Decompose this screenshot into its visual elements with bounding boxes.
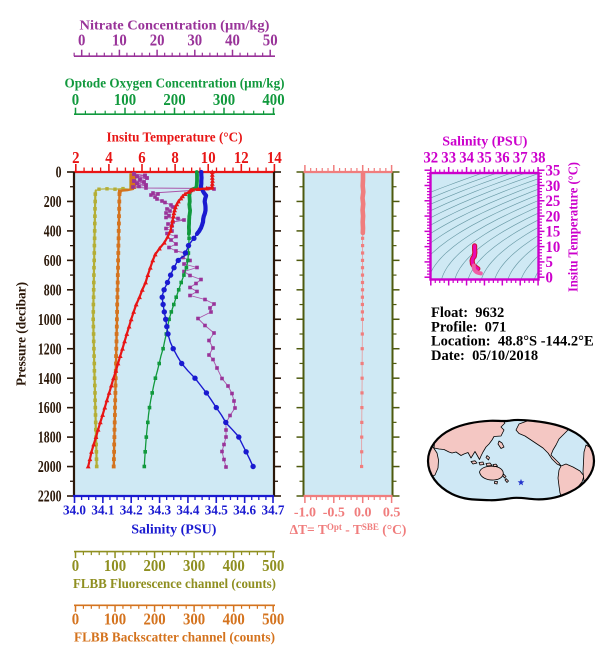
svg-text:Optode Oxygen Concentration (µ: Optode Oxygen Concentration (µm/kg) — [65, 77, 285, 92]
svg-text:34.7: 34.7 — [262, 504, 285, 519]
svg-text:400: 400 — [223, 556, 245, 575]
svg-text:34.6: 34.6 — [233, 504, 256, 519]
svg-text:1000: 1000 — [38, 310, 62, 329]
svg-text:FLBB Backscatter channel (coun: FLBB Backscatter channel (counts) — [74, 631, 275, 646]
svg-text:8: 8 — [171, 148, 178, 167]
svg-text:Pressure (decibar): Pressure (decibar) — [15, 282, 30, 386]
svg-text:33: 33 — [441, 150, 456, 167]
svg-text:100: 100 — [104, 609, 126, 628]
svg-text:-0.5: -0.5 — [323, 506, 345, 521]
svg-text:0: 0 — [78, 31, 85, 50]
svg-text:Location: 48.8°S -144.2°E: Location: 48.8°S -144.2°E — [431, 334, 594, 350]
svg-text:36: 36 — [495, 150, 510, 167]
svg-text:34.4: 34.4 — [176, 504, 199, 519]
svg-text:2: 2 — [72, 148, 79, 167]
svg-text:14: 14 — [267, 148, 282, 167]
svg-text:34.0: 34.0 — [63, 504, 86, 519]
svg-text:5: 5 — [546, 254, 553, 271]
svg-text:35: 35 — [546, 163, 561, 180]
svg-text:50: 50 — [263, 31, 278, 50]
svg-text:400: 400 — [223, 609, 245, 628]
svg-text:34.3: 34.3 — [148, 504, 171, 519]
svg-text:ΔT= TOpt - TSBE (°C): ΔT= TOpt - TSBE (°C) — [290, 522, 407, 537]
svg-text:200: 200 — [144, 556, 166, 575]
svg-text:800: 800 — [44, 280, 62, 299]
svg-text:300: 300 — [183, 556, 205, 575]
svg-text:35: 35 — [477, 150, 492, 167]
svg-text:Nitrate Concentration (µm/kg): Nitrate Concentration (µm/kg) — [80, 19, 270, 34]
svg-text:2000: 2000 — [38, 457, 62, 476]
svg-text:30: 30 — [187, 31, 202, 50]
svg-text:300: 300 — [183, 609, 205, 628]
svg-text:Salinity (PSU): Salinity (PSU) — [442, 135, 528, 150]
svg-text:40: 40 — [225, 31, 240, 50]
svg-text:20: 20 — [546, 208, 561, 225]
svg-text:15: 15 — [546, 224, 561, 241]
svg-text:1200: 1200 — [38, 339, 62, 358]
svg-text:6: 6 — [138, 148, 145, 167]
svg-text:Salinity (PSU): Salinity (PSU) — [131, 523, 217, 538]
svg-text:1800: 1800 — [38, 428, 62, 447]
svg-text:34.5: 34.5 — [205, 504, 228, 519]
svg-text:10: 10 — [112, 31, 127, 50]
svg-text:34.2: 34.2 — [120, 504, 143, 519]
svg-text:0.5: 0.5 — [383, 506, 401, 521]
svg-text:4: 4 — [105, 148, 113, 167]
svg-text:Date: 05/10/2018: Date: 05/10/2018 — [431, 348, 538, 364]
svg-text:Insitu Temperature (°C): Insitu Temperature (°C) — [567, 162, 582, 292]
svg-text:1400: 1400 — [38, 369, 62, 388]
svg-text:Insitu Temperature (°C): Insitu Temperature (°C) — [107, 131, 243, 146]
svg-text:200: 200 — [163, 90, 185, 109]
svg-text:100: 100 — [104, 556, 126, 575]
svg-text:0: 0 — [72, 90, 79, 109]
svg-text:10: 10 — [546, 239, 561, 256]
svg-text:500: 500 — [262, 609, 284, 628]
svg-text:32: 32 — [423, 150, 438, 167]
svg-text:37: 37 — [513, 150, 528, 167]
svg-text:25: 25 — [546, 193, 561, 210]
svg-text:200: 200 — [144, 609, 166, 628]
svg-text:2200: 2200 — [38, 487, 62, 506]
svg-text:0.0: 0.0 — [354, 506, 372, 521]
svg-text:200: 200 — [44, 192, 62, 211]
svg-text:12: 12 — [234, 148, 249, 167]
svg-text:-1.0: -1.0 — [294, 506, 316, 521]
svg-text:10: 10 — [201, 148, 216, 167]
svg-text:34.1: 34.1 — [91, 504, 114, 519]
svg-text:FLBB Fluorescence channel (cou: FLBB Fluorescence channel (counts) — [73, 577, 276, 592]
svg-text:0: 0 — [546, 270, 553, 287]
svg-text:38: 38 — [531, 150, 546, 167]
svg-text:300: 300 — [213, 90, 235, 109]
svg-text:Profile: 071: Profile: 071 — [431, 320, 506, 336]
svg-text:400: 400 — [262, 90, 284, 109]
svg-text:400: 400 — [44, 222, 62, 241]
svg-text:Float: 9632: Float: 9632 — [431, 305, 504, 321]
svg-text:0: 0 — [72, 556, 79, 575]
svg-text:600: 600 — [44, 251, 62, 270]
svg-text:500: 500 — [262, 556, 284, 575]
svg-text:30: 30 — [546, 178, 561, 195]
svg-text:34: 34 — [459, 150, 474, 167]
svg-text:0: 0 — [56, 163, 62, 182]
svg-text:20: 20 — [150, 31, 165, 50]
svg-text:100: 100 — [114, 90, 136, 109]
svg-text:1600: 1600 — [38, 398, 62, 417]
svg-text:0: 0 — [72, 609, 79, 628]
